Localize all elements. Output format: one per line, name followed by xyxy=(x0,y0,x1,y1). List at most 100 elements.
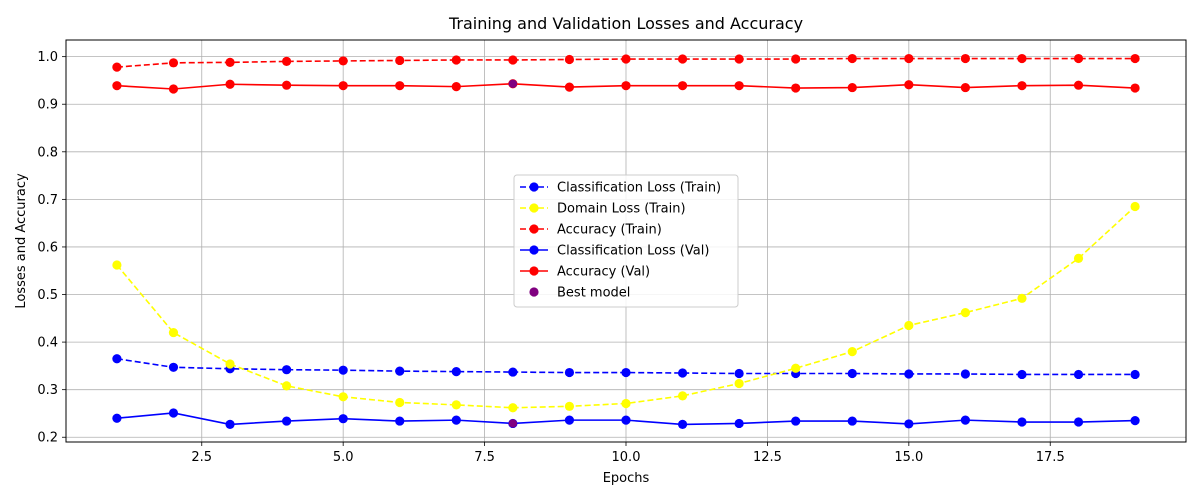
data-point xyxy=(112,81,122,91)
data-point xyxy=(677,419,688,429)
series-layer xyxy=(112,53,1140,429)
x-tick-label: 17.5 xyxy=(1036,450,1065,465)
data-point xyxy=(734,368,744,379)
legend-entry-accuracy-val: Accuracy (Val) xyxy=(520,265,650,280)
data-point xyxy=(112,413,122,423)
legend-marker xyxy=(529,266,539,276)
legend-entry-accuracy-train: Accuracy (Train) xyxy=(520,223,662,238)
data-point xyxy=(791,363,801,373)
y-axis-label: Losses and Accuracy xyxy=(14,173,29,309)
data-point xyxy=(282,365,292,375)
legend-label: Accuracy (Train) xyxy=(557,223,662,238)
x-tick-label: 7.5 xyxy=(474,450,495,465)
data-point xyxy=(338,56,348,66)
data-point xyxy=(1073,253,1084,263)
data-point xyxy=(904,320,914,331)
x-tick-label: 10.0 xyxy=(612,450,641,465)
data-point xyxy=(564,54,575,65)
y-tick-label: 0.8 xyxy=(37,145,58,160)
data-point xyxy=(1130,53,1140,64)
data-point xyxy=(677,81,688,91)
data-point xyxy=(677,391,688,401)
data-point xyxy=(847,416,857,426)
y-tick-label: 0.7 xyxy=(37,193,58,208)
data-point xyxy=(225,359,235,369)
data-point xyxy=(1073,417,1084,427)
data-point xyxy=(847,347,857,357)
data-point xyxy=(847,82,857,93)
data-point xyxy=(168,362,179,372)
data-point xyxy=(734,418,744,429)
data-point xyxy=(904,419,914,429)
axis-ticks: 2.5 5.0 7.5 10.0 12.5 15.0 17.5 0.2 0.3 0.4 0.5 0.6… xyxy=(37,50,1064,465)
data-point xyxy=(904,80,914,90)
legend-marker xyxy=(529,182,539,192)
data-point xyxy=(564,82,575,92)
legend-entry-classification-loss-train: Classification Loss (Train) xyxy=(520,181,721,196)
legend-label: Accuracy (Val) xyxy=(557,265,650,280)
data-point xyxy=(1073,53,1084,64)
data-point xyxy=(847,53,857,64)
data-point xyxy=(338,392,348,402)
data-point xyxy=(338,365,348,375)
data-point xyxy=(451,366,461,377)
data-point xyxy=(677,368,688,378)
data-point xyxy=(1017,293,1027,303)
data-point xyxy=(1130,415,1140,426)
series-domain-loss-train xyxy=(112,201,1140,413)
data-point xyxy=(677,54,688,64)
legend-label: Classification Loss (Train) xyxy=(557,181,721,196)
series-classification-loss-val xyxy=(112,408,1140,429)
data-point xyxy=(734,378,744,389)
data-point xyxy=(395,416,405,426)
legend-box xyxy=(513,174,739,308)
data-point xyxy=(168,84,179,94)
series-classification-loss-train xyxy=(112,354,1140,380)
data-point xyxy=(508,55,518,65)
best-model-point xyxy=(508,419,518,428)
data-point xyxy=(960,307,970,318)
data-point xyxy=(282,381,292,391)
series-accuracy-train xyxy=(112,53,1140,72)
legend-marker xyxy=(529,224,539,234)
data-point xyxy=(338,81,348,91)
data-point xyxy=(564,401,575,411)
data-point xyxy=(112,62,122,72)
x-axis-label: Epochs xyxy=(603,471,650,486)
x-tick-label: 5.0 xyxy=(333,450,354,465)
data-point xyxy=(564,367,575,378)
data-point xyxy=(225,79,235,89)
data-point xyxy=(960,415,970,425)
data-point xyxy=(112,260,122,270)
legend-entry-best-model: Best model xyxy=(529,286,630,301)
data-point xyxy=(904,53,914,64)
data-point xyxy=(282,80,292,90)
y-tick-label: 0.4 xyxy=(37,336,58,351)
data-point xyxy=(395,55,405,66)
data-point xyxy=(112,354,122,364)
legend: Classification Loss (Train) Domain Loss (… xyxy=(513,174,739,308)
data-point xyxy=(791,54,801,64)
data-point xyxy=(451,400,461,410)
legend-marker xyxy=(529,245,539,255)
chart-title: Training and Validation Losses and Accur… xyxy=(448,14,803,33)
data-point xyxy=(621,367,631,378)
data-point xyxy=(791,83,801,93)
data-point xyxy=(734,81,744,91)
y-tick-label: 0.3 xyxy=(37,383,58,398)
data-point xyxy=(395,366,405,376)
data-point xyxy=(1017,369,1027,380)
legend-marker xyxy=(529,287,539,297)
data-point xyxy=(904,369,914,379)
legend-marker xyxy=(529,203,539,213)
data-point xyxy=(395,81,405,91)
data-point xyxy=(1017,81,1027,91)
legend-label: Best model xyxy=(557,286,630,301)
data-point xyxy=(621,398,631,409)
series-best-model xyxy=(508,79,518,428)
data-point xyxy=(621,81,631,91)
data-point xyxy=(1130,369,1140,380)
data-point xyxy=(1130,83,1140,93)
